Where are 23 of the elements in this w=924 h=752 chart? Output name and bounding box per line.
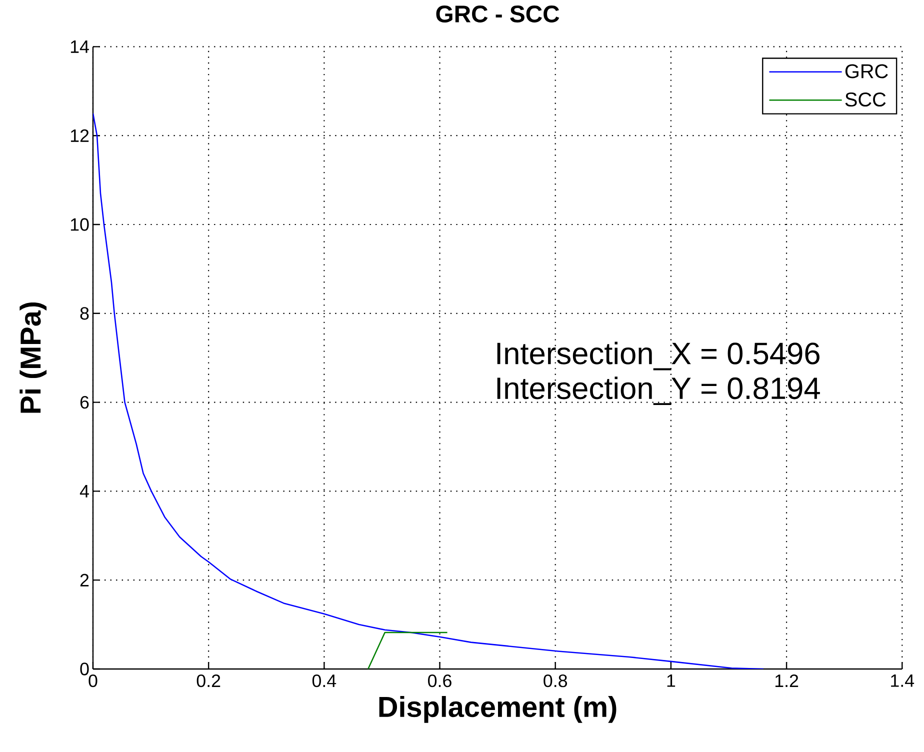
legend-label: GRC xyxy=(845,64,888,78)
y-tick-label: 0 xyxy=(80,662,89,676)
y-tick-label: 8 xyxy=(80,306,89,320)
x-tick-label: 0.6 xyxy=(428,674,452,687)
annotation: Intersection_X = 0.5496 xyxy=(497,342,820,370)
y-tick-label: 6 xyxy=(80,396,89,408)
y-tick-label: 4 xyxy=(80,484,89,498)
y-tick-label: 10 xyxy=(70,218,89,231)
x-tick-label: 0.2 xyxy=(196,674,220,687)
legend-label: SCC xyxy=(845,92,886,106)
y-tick-label: 14 xyxy=(70,40,89,53)
x-tick-label: 0.4 xyxy=(312,674,336,687)
x-tick-label: 1 xyxy=(667,674,676,687)
x-tick-label: 0.8 xyxy=(544,674,568,687)
x-tick-label: 0 xyxy=(88,674,98,687)
x-tick-label: 1.2 xyxy=(775,674,798,687)
annotation: Intersection_Y = 0.8194 xyxy=(497,376,820,405)
y-axis-title: Pi (MPa) xyxy=(20,302,47,413)
y-tick-label: 2 xyxy=(80,574,89,586)
x-tick-label: 1.4 xyxy=(891,674,914,687)
chart-title: GRC - SCC xyxy=(436,5,560,22)
y-tick-label: 12 xyxy=(70,129,89,142)
x-axis-title: Displacement (m) xyxy=(379,696,616,723)
